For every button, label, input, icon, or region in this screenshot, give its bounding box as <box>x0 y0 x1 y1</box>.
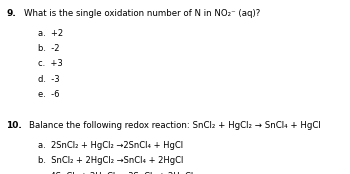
Text: b.  SnCl₂ + 2HgCl₂ →SnCl₄ + 2HgCl: b. SnCl₂ + 2HgCl₂ →SnCl₄ + 2HgCl <box>38 156 183 165</box>
Text: c.  4SnCl₂ + 2HgCl₂ →3SnCl₄ + 2HgCl: c. 4SnCl₂ + 2HgCl₂ →3SnCl₄ + 2HgCl <box>38 172 193 174</box>
Text: 10.: 10. <box>6 121 22 130</box>
Text: a.  2SnCl₂ + HgCl₂ →2SnCl₄ + HgCl: a. 2SnCl₂ + HgCl₂ →2SnCl₄ + HgCl <box>38 141 183 150</box>
Text: 9.: 9. <box>6 9 16 18</box>
Text: d.  -3: d. -3 <box>38 75 60 84</box>
Text: c.  +3: c. +3 <box>38 59 63 68</box>
Text: a.  +2: a. +2 <box>38 29 63 38</box>
Text: e.  -6: e. -6 <box>38 90 59 99</box>
Text: b.  -2: b. -2 <box>38 44 59 53</box>
Text: What is the single oxidation number of N in NO₂⁻ (aq)?: What is the single oxidation number of N… <box>24 9 260 18</box>
Text: Balance the following redox reaction: SnCl₂ + HgCl₂ → SnCl₄ + HgCl: Balance the following redox reaction: Sn… <box>29 121 321 130</box>
